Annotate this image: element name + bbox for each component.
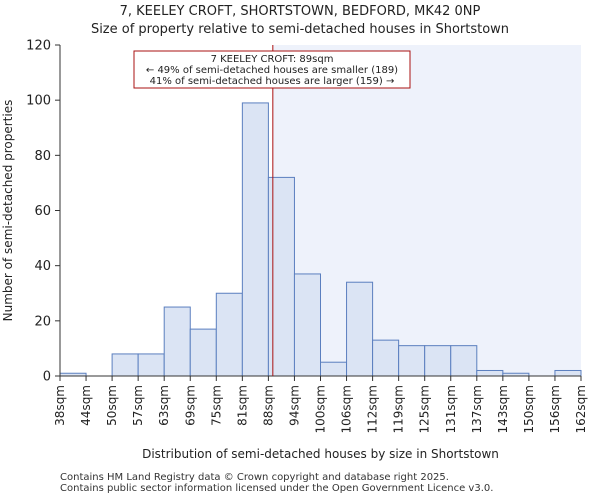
histogram-bar	[163, 306, 191, 377]
histogram-bar	[137, 353, 165, 377]
x-axis-label: Distribution of semi-detached houses by …	[142, 447, 499, 461]
histogram-bar	[267, 176, 295, 377]
x-tick-label: 50sqm	[105, 385, 119, 426]
histogram-bar	[450, 345, 478, 377]
x-tick-label: 106sqm	[340, 385, 354, 433]
y-tick-label: 120	[26, 39, 51, 54]
histogram-bar	[293, 273, 322, 377]
histogram-bar	[554, 369, 582, 377]
x-tick-label: 57sqm	[131, 385, 145, 426]
histogram-bar	[346, 281, 374, 377]
annotation-line-1: 7 KEELEY CROFT: 89sqm	[211, 54, 334, 65]
footer-line-1: Contains HM Land Registry data © Crown c…	[60, 472, 449, 483]
y-tick-label: 0	[43, 370, 51, 385]
x-tick-label: 131sqm	[444, 385, 458, 433]
annotation-line-3: 41% of semi-detached houses are larger (…	[150, 76, 395, 87]
footer: Contains HM Land Registry data © Crown c…	[60, 472, 493, 494]
x-tick-label: 143sqm	[496, 385, 510, 433]
chart-subtitle: Size of property relative to semi-detach…	[90, 22, 510, 37]
histogram-bar	[372, 339, 400, 377]
annotation-line-2: ← 49% of semi-detached houses are smalle…	[146, 65, 398, 76]
x-tick-label: 112sqm	[366, 385, 380, 433]
y-tick-label: 20	[34, 314, 51, 329]
y-tick-label: 40	[34, 259, 51, 274]
x-tick-label: 162sqm	[574, 385, 588, 433]
x-tick-label: 94sqm	[287, 385, 301, 426]
x-tick-label: 125sqm	[418, 385, 432, 433]
y-tick-label: 80	[34, 149, 51, 164]
x-tick-label: 137sqm	[470, 385, 484, 433]
histogram-bar	[398, 345, 426, 377]
x-tick-label: 81sqm	[235, 385, 249, 426]
x-tick-label: 38sqm	[53, 385, 67, 426]
x-tick-label: 75sqm	[209, 385, 223, 426]
x-tick-label: 100sqm	[314, 385, 328, 433]
footer-line-2: Contains public sector information licen…	[60, 483, 494, 494]
histogram-bar	[424, 345, 452, 377]
histogram-bar	[215, 292, 243, 377]
y-tick-label: 60	[34, 204, 51, 219]
chart-title-block: 7, KEELEY CROFT, SHORTSTOWN, BEDFORD, MK…	[0, 3, 600, 39]
x-tick-label: 63sqm	[157, 385, 171, 426]
histogram-bar	[320, 361, 348, 377]
chart-title: 7, KEELEY CROFT, SHORTSTOWN, BEDFORD, MK…	[119, 4, 481, 19]
x-tick-label: 156sqm	[548, 385, 562, 433]
x-tick-label: 44sqm	[79, 385, 93, 426]
y-tick-label: 100	[26, 94, 51, 109]
y-axis-label: Number of semi-detached properties	[1, 100, 15, 322]
x-tick-label: 69sqm	[183, 385, 197, 426]
x-tick-label: 119sqm	[392, 385, 406, 433]
annotation-box: 7 KEELEY CROFT: 89sqm ← 49% of semi-deta…	[133, 50, 411, 89]
histogram-bar	[189, 328, 217, 377]
x-tick-label: 150sqm	[522, 385, 536, 433]
histogram-bar	[476, 369, 504, 377]
x-tick-label: 88sqm	[261, 385, 275, 426]
histogram-bar	[111, 353, 139, 377]
histogram-bar	[241, 102, 269, 377]
larger-properties-region	[272, 45, 581, 376]
